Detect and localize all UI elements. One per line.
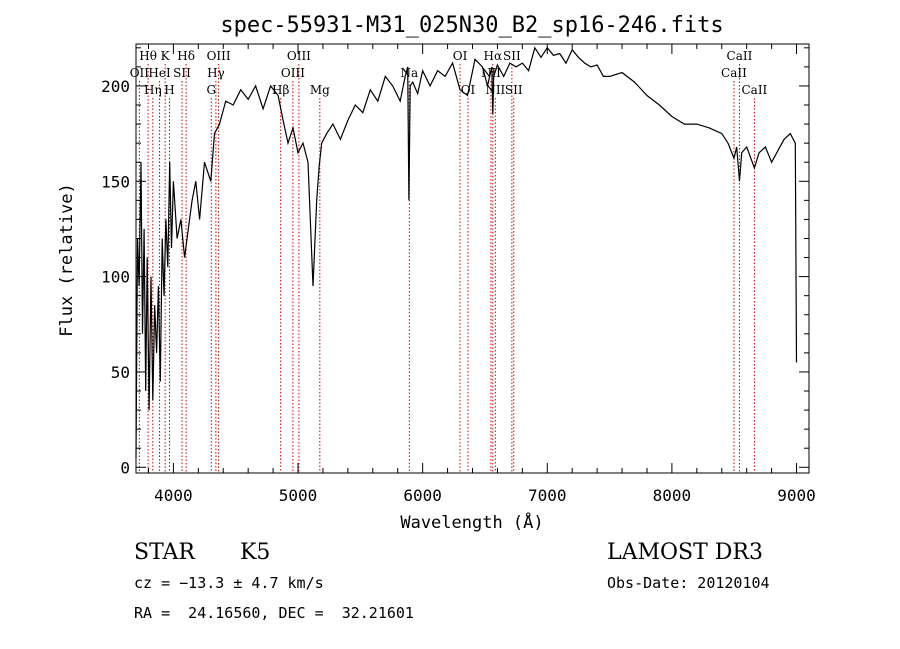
survey-name: LAMOST DR3 — [607, 540, 763, 565]
x-tick-label: 9000 — [777, 486, 816, 505]
y-tick-label: 150 — [101, 172, 130, 191]
y-tick-label: 0 — [120, 458, 130, 477]
x-tick-label: 7000 — [528, 486, 567, 505]
marker-label: Mg — [310, 83, 330, 97]
marker-label: Hη — [144, 83, 162, 97]
x-tick-label: 4000 — [154, 486, 193, 505]
object-subclass: K5 — [240, 540, 271, 565]
marker-label: NII — [485, 83, 505, 97]
spectrum-line — [135, 46, 798, 458]
marker-label: OIII — [207, 49, 231, 63]
marker-label: Hγ — [207, 66, 225, 80]
marker-label: Hδ — [177, 49, 195, 63]
line-marker-labels: Hθ OII Hη HeI K H SII Hδ G Hγ OIII Hβ OIII OIII Mg Na OI… — [130, 49, 768, 97]
marker-label: OIII — [287, 49, 311, 63]
marker-label: Hβ — [272, 83, 289, 97]
marker-label: G — [206, 83, 216, 97]
observation-date: Obs-Date: 20120104 — [607, 574, 770, 592]
plot-frame — [135, 43, 810, 474]
redshift-cz: cz = −13.3 ± 4.7 km/s — [134, 574, 324, 592]
marker-label: HeI — [148, 66, 171, 80]
coordinates: RA = 24.16560, DEC = 32.21601 — [134, 604, 414, 622]
marker-label: SII — [505, 83, 523, 97]
y-axis-ticks: 0 50 100 150 200 — [101, 47, 809, 477]
marker-label: K — [161, 49, 171, 63]
x-tick-label: 8000 — [653, 486, 692, 505]
object-class: STAR — [134, 540, 195, 565]
x-axis-label: Wavelength (Å) — [400, 511, 543, 533]
marker-label: CaII — [721, 66, 747, 80]
chart-title: spec-55931-M31_025N30_B2_sp16-246.fits — [220, 13, 723, 38]
y-tick-label: 50 — [111, 363, 130, 382]
x-axis-ticks: 4000 5000 6000 7000 8000 9000 — [147, 44, 816, 505]
marker-label: Hα — [484, 49, 503, 63]
marker-label: Na — [400, 66, 418, 80]
line-marker-lines — [138, 64, 755, 473]
y-tick-label: 100 — [101, 268, 130, 287]
marker-label: SII — [503, 49, 521, 63]
x-tick-label: 5000 — [279, 486, 318, 505]
marker-label: CaII — [741, 83, 767, 97]
marker-label: OII — [130, 66, 150, 80]
marker-label: H — [164, 83, 174, 97]
y-tick-label: 200 — [101, 77, 130, 96]
y-axis-label: Flux (relative) — [57, 183, 77, 337]
marker-label: Hθ — [139, 49, 157, 63]
marker-label: CaII — [727, 49, 753, 63]
x-tick-label: 6000 — [403, 486, 442, 505]
marker-label: SII — [173, 66, 191, 80]
marker-label: OIII — [281, 66, 305, 80]
marker-label: OI — [453, 49, 468, 63]
